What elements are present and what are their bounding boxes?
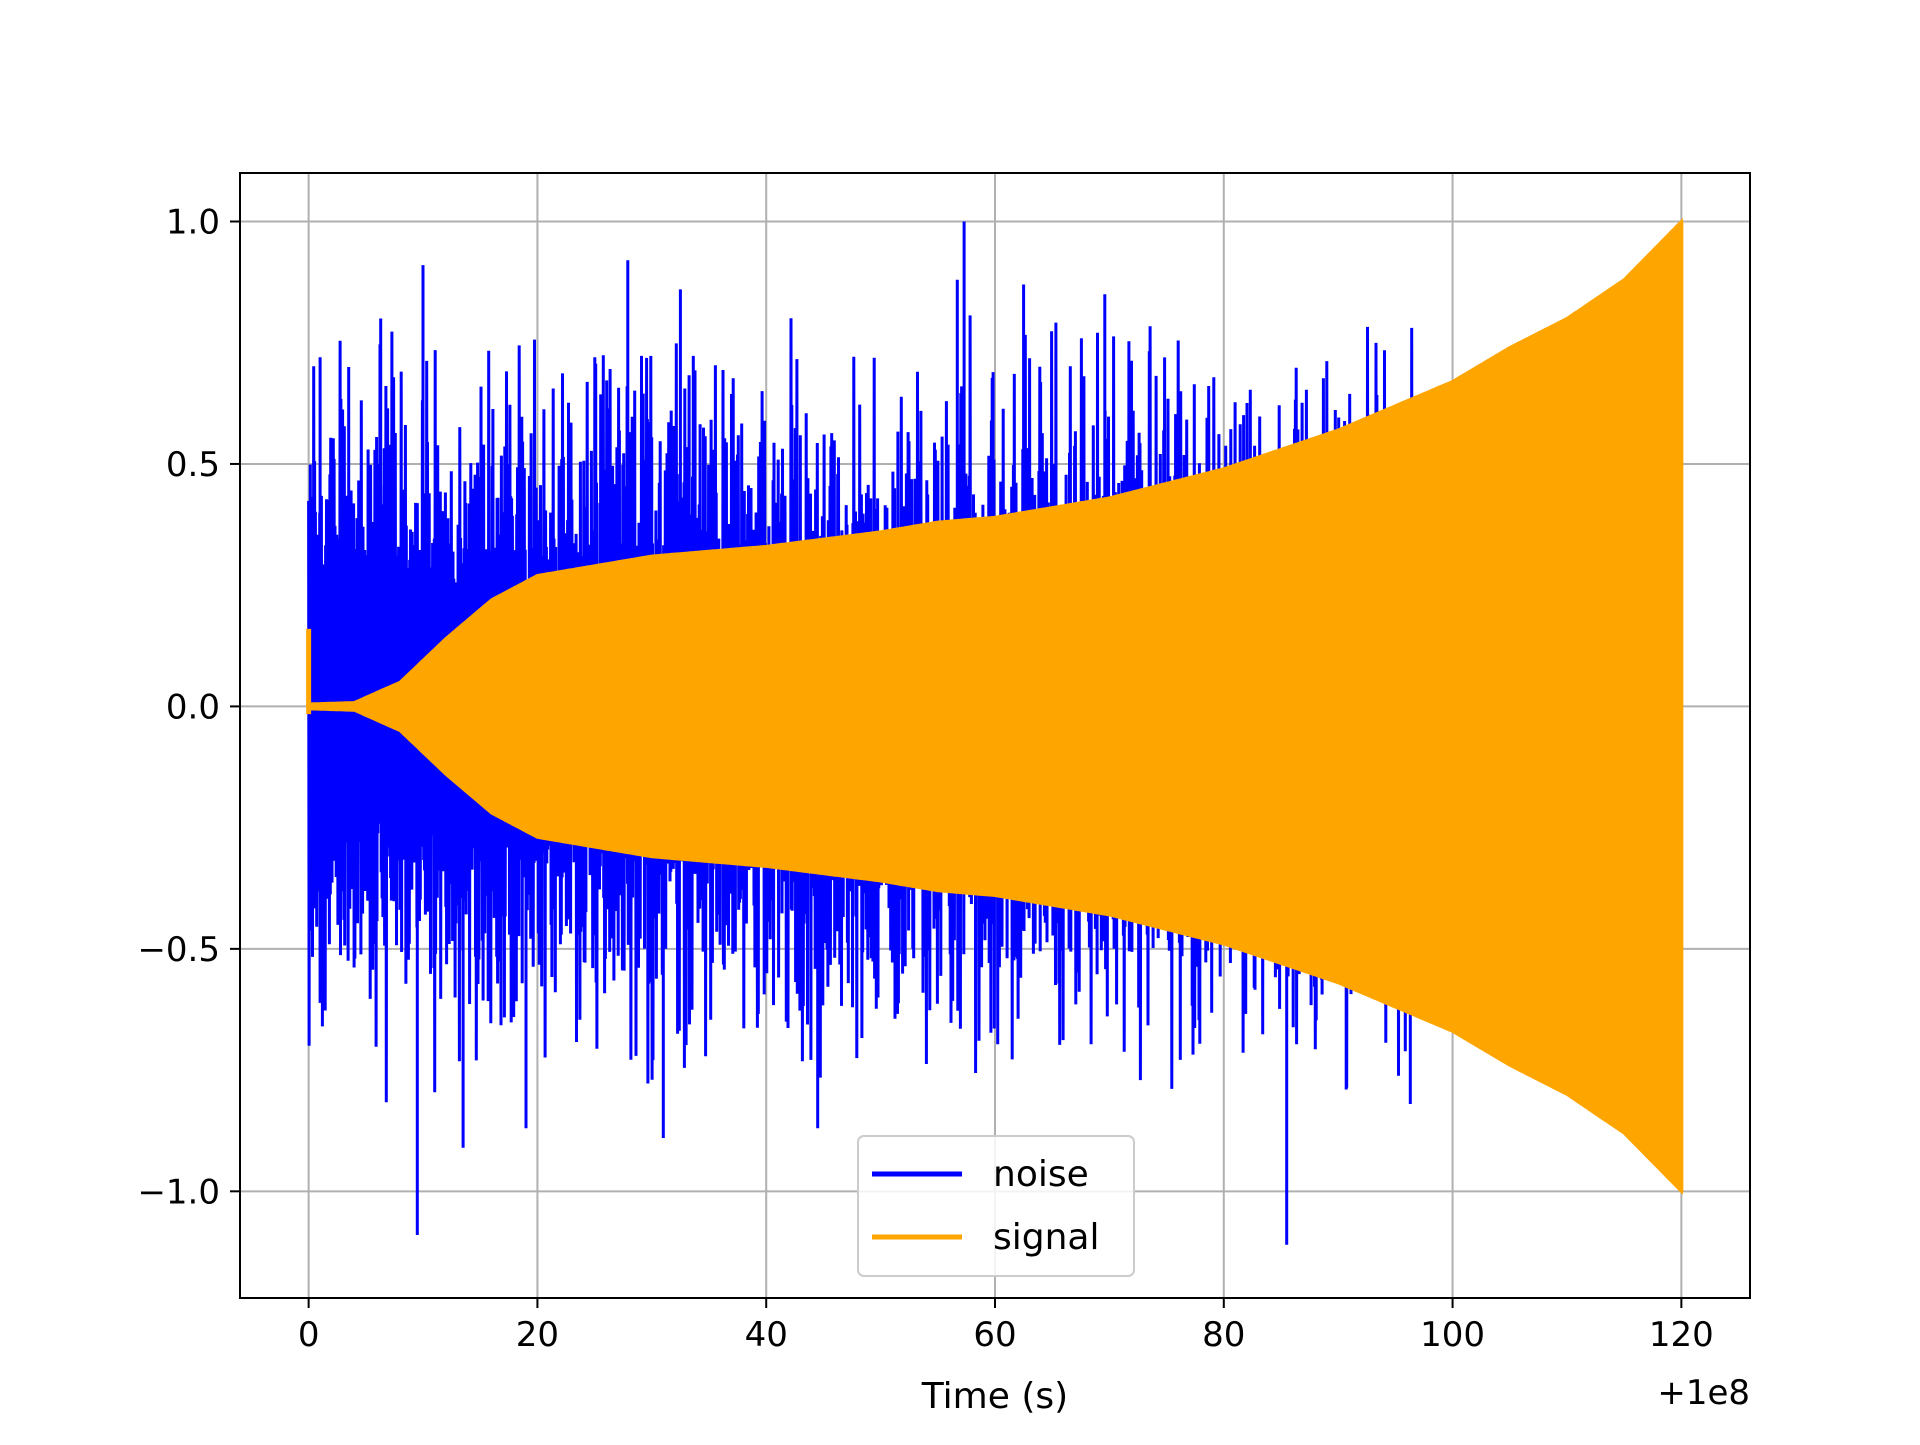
x-offset-label: +1e8 [1657,1373,1750,1413]
y-tick-label: −0.5 [137,930,220,970]
x-tick-label: 40 [745,1315,788,1355]
legend-label-noise: noise [993,1154,1089,1195]
x-tick-label: 0 [298,1315,320,1355]
y-tick-label: 0.5 [166,445,220,485]
y-tick-label: 0.0 [166,687,220,727]
x-tick-label: 80 [1202,1315,1245,1355]
x-tick-label: 60 [973,1315,1016,1355]
y-tick-label: −1.0 [137,1172,220,1212]
y-tick-label: 1.0 [166,202,220,242]
x-axis-label: Time (s) [921,1376,1068,1417]
legend-label-signal: signal [993,1217,1100,1258]
x-tick-label: 120 [1649,1315,1714,1355]
x-tick-label: 20 [516,1315,559,1355]
x-tick-label: 100 [1420,1315,1485,1355]
legend-box [857,1135,1135,1277]
